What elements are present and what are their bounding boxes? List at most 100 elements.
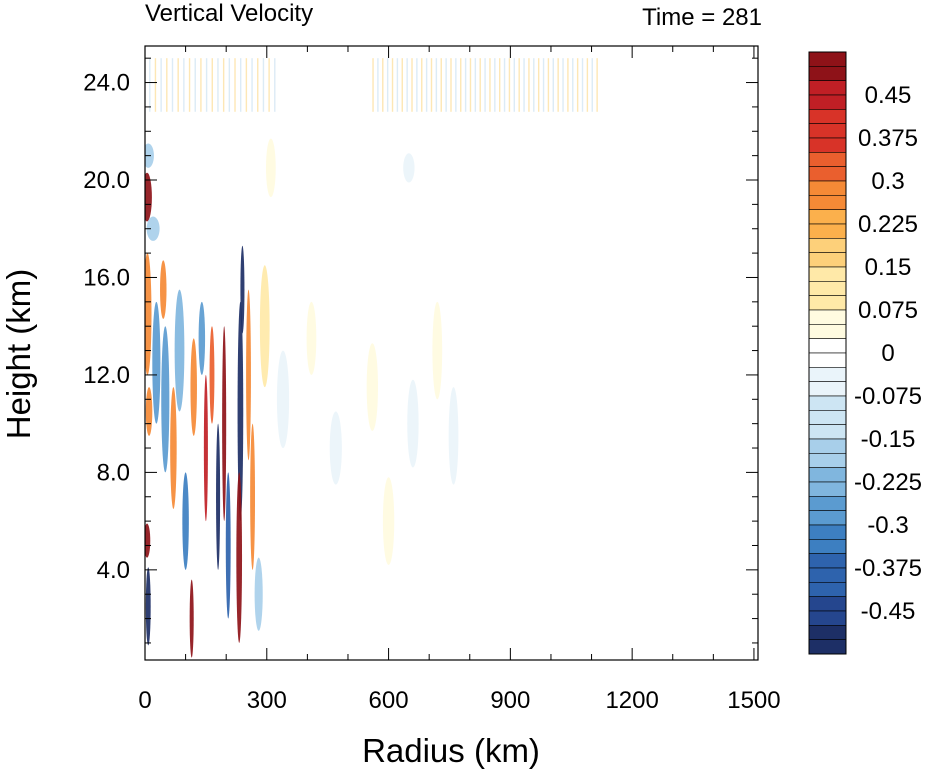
top-level-stripe [200, 58, 202, 112]
velocity-cell-3 [259, 265, 270, 388]
top-level-stripe [498, 58, 501, 112]
colorbar-box [808, 209, 847, 225]
top-level-stripe [268, 58, 270, 112]
colorbar-box [808, 223, 847, 239]
top-level-stripe [377, 58, 379, 112]
velocity-cell-19 [306, 301, 317, 375]
top-level-stripe [440, 58, 442, 112]
top-level-stripe [567, 58, 569, 112]
y-tick-label: 16.0 [83, 264, 130, 291]
colorbar-label: 0.225 [858, 211, 918, 238]
x-tick-label: 1500 [727, 687, 780, 714]
top-level-stripe [425, 58, 428, 112]
colorbar-box [808, 481, 847, 497]
velocity-cell-1 [161, 326, 170, 473]
velocity-cell-28 [209, 326, 215, 424]
top-level-stripe [533, 58, 535, 112]
top-level-stripe [406, 58, 408, 112]
colorbar-box [808, 524, 847, 540]
top-level-stripe [591, 58, 593, 112]
velocity-cell-33 [146, 216, 160, 241]
colorbar-box [808, 180, 847, 196]
top-level-stripe [469, 58, 472, 112]
velocity-cell-10 [236, 472, 243, 643]
chart-title: Vertical Velocity [145, 0, 313, 27]
colorbar-box [808, 166, 847, 182]
velocity-cell-12 [448, 387, 459, 485]
top-level-stripe [171, 58, 174, 112]
y-tick-label: 12.0 [83, 362, 130, 389]
top-level-stripe [479, 58, 481, 112]
top-level-stripe [257, 58, 259, 112]
colorbar-box [808, 51, 847, 67]
top-level-stripe [183, 58, 185, 112]
y-tick-label: 20.0 [83, 167, 130, 194]
top-level-stripe [523, 58, 525, 112]
top-level-stripe [194, 58, 196, 112]
heatmap-field [145, 138, 459, 658]
time-label: Time = 281 [642, 4, 762, 31]
top-level-stripe [372, 58, 374, 112]
top-level-stripe [460, 58, 462, 112]
colorbar-label: 0.15 [865, 254, 912, 281]
velocity-cell-18 [250, 423, 256, 570]
colorbar-box [808, 510, 847, 526]
colorbar-box [808, 381, 847, 397]
velocity-cell-31 [240, 245, 245, 334]
x-tick-label: 600 [369, 687, 409, 714]
colorbar-label: -0.375 [854, 555, 922, 582]
top-level-stripe [455, 58, 457, 112]
x-tick-label: 0 [138, 687, 151, 714]
colorbar-box [808, 438, 847, 454]
velocity-cell-21 [190, 338, 197, 436]
colorbar-box [808, 610, 847, 626]
velocity-cell-15 [170, 387, 177, 509]
top-level-stripe [239, 58, 242, 112]
velocity-cell-2 [174, 289, 185, 412]
colorbar-box [808, 80, 847, 96]
top-level-stripe [160, 58, 162, 112]
top-level-stripe [464, 58, 467, 112]
top-level-stripe [430, 58, 433, 112]
colorbar-box [808, 295, 847, 311]
velocity-cell-23 [216, 423, 221, 570]
colorbar-box [808, 109, 847, 124]
colorbar-box [808, 66, 847, 81]
colorbar-box [808, 639, 847, 655]
colorbar-label: -0.15 [861, 426, 916, 453]
top-level-stripe [581, 58, 584, 112]
top-level-stripe [542, 58, 545, 112]
colorbar-box [808, 266, 847, 282]
top-level-stripe [450, 58, 452, 112]
top-level-stripe [508, 58, 511, 112]
top-level-stripe [188, 58, 191, 112]
colorbar-box [808, 252, 847, 268]
velocity-cell-8 [145, 253, 152, 375]
velocity-cell-14 [246, 289, 251, 461]
top-level-stripe [421, 58, 423, 112]
velocity-cell-35 [189, 579, 194, 658]
colorbar-label: 0.075 [858, 297, 918, 324]
top-level-stripe [518, 58, 520, 112]
x-tick-label: 300 [247, 687, 287, 714]
colorbar-box [808, 496, 847, 511]
velocity-cell-17 [225, 472, 231, 619]
top-level-stripe [274, 58, 276, 112]
colorbar-box [808, 567, 847, 583]
top-level-stripe [484, 58, 486, 112]
velocity-cell-4 [276, 350, 290, 449]
top-level-stripe [596, 58, 598, 112]
colorbar-box [808, 281, 847, 296]
top-level-stripe [474, 58, 477, 112]
velocity-cell-22 [203, 374, 208, 522]
velocity-cell-5 [366, 343, 379, 431]
top-level-stripe [503, 58, 506, 112]
upper-level-bands [149, 58, 598, 112]
velocity-cell-37 [145, 523, 151, 558]
colorbar-box [808, 467, 847, 483]
colorbar-box [808, 395, 847, 411]
velocity-cell-13 [329, 411, 342, 485]
colorbar-box [808, 137, 847, 153]
colorbar-label: 0 [881, 340, 894, 367]
top-level-stripe [262, 58, 265, 112]
